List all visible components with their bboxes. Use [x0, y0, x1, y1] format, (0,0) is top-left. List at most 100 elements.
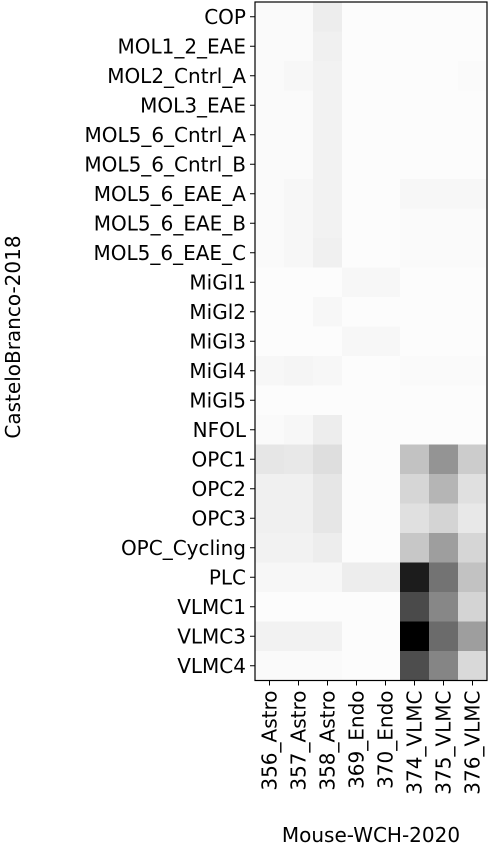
heatmap-cell [255, 31, 285, 62]
y-tick-label: NFOL [193, 418, 247, 442]
heatmap-cell [371, 503, 401, 534]
heatmap-cell [429, 562, 459, 593]
heatmap-cells [255, 2, 488, 681]
heatmap-cell [313, 444, 343, 475]
x-tick-label: 375_VLMC [432, 691, 456, 795]
heatmap-cell [313, 385, 343, 416]
y-tick-label: MOL5_6_EAE_C [93, 241, 246, 265]
y-tick-label: VLMC4 [177, 654, 246, 678]
y-tick-label: OPC_Cycling [121, 536, 246, 560]
heatmap-cell [342, 621, 372, 652]
heatmap-cell [400, 31, 430, 62]
heatmap-cell [284, 562, 314, 593]
heatmap-cell [284, 474, 314, 504]
heatmap-cell [255, 415, 285, 445]
y-tick-label: MOL5_6_Cntrl_B [84, 152, 246, 176]
y-tick-label: MOL1_2_EAE [117, 34, 246, 58]
x-tick-label: 370_Endo [374, 691, 398, 789]
heatmap-cell [371, 179, 401, 209]
heatmap-cell [342, 326, 372, 357]
heatmap-cell [371, 385, 401, 416]
heatmap-cell [284, 651, 314, 681]
x-tick-label: 357_Astro [287, 691, 311, 791]
heatmap-cell [284, 326, 314, 357]
heatmap-cell [371, 444, 401, 475]
heatmap-cell [342, 474, 372, 504]
heatmap-cell [458, 592, 488, 622]
heatmap-cell [313, 2, 343, 32]
y-axis: COP MOL1_2_EAE MOL2_Cntrl_A MOL3_EAE MOL5_6_… [84, 5, 255, 678]
heatmap-cell [284, 415, 314, 445]
heatmap-cell [255, 297, 285, 327]
y-tick-label: MiGl5 [189, 388, 246, 412]
heatmap-cell [342, 297, 372, 327]
heatmap-cell [429, 238, 459, 268]
heatmap-cell [400, 356, 430, 386]
heatmap-cell [255, 179, 285, 209]
heatmap-cell [342, 533, 372, 563]
y-tick-label: MOL5_6_EAE_A [94, 182, 247, 206]
heatmap-cell [458, 120, 488, 150]
heatmap-cell [313, 356, 343, 386]
heatmap-cell [371, 533, 401, 563]
heatmap-cell [342, 90, 372, 121]
heatmap-cell [458, 385, 488, 416]
heatmap-cell [342, 562, 372, 593]
heatmap-cell [342, 651, 372, 681]
heatmap-cell [429, 267, 459, 298]
heatmap-cell [458, 651, 488, 681]
heatmap-cell [255, 503, 285, 534]
heatmap-cell [400, 120, 430, 150]
heatmap-cell [371, 474, 401, 504]
heatmap-cell [342, 61, 372, 91]
heatmap-cell [371, 326, 401, 357]
heatmap-cell [400, 592, 430, 622]
heatmap-cell [255, 90, 285, 121]
heatmap-cell [313, 415, 343, 445]
heatmap-cell [371, 267, 401, 298]
y-tick-label: MOL5_6_EAE_B [94, 211, 246, 235]
heatmap-cell [255, 208, 285, 239]
heatmap-cell [371, 149, 401, 180]
heatmap-cell [458, 208, 488, 239]
heatmap-cell [255, 444, 285, 475]
heatmap-cell [400, 61, 430, 91]
heatmap-cell [458, 533, 488, 563]
heatmap-cell [400, 238, 430, 268]
y-tick-label: VLMC3 [177, 624, 246, 648]
x-tick-label: 358_Astro [316, 691, 340, 791]
heatmap-cell [458, 474, 488, 504]
heatmap-cell [371, 208, 401, 239]
heatmap-cell [313, 621, 343, 652]
heatmap-cell [400, 562, 430, 593]
heatmap-cell [313, 562, 343, 593]
heatmap-cell [458, 326, 488, 357]
heatmap-cell [429, 149, 459, 180]
y-axis-label: CasteloBranco-2018 [1, 235, 25, 438]
x-tick-label: 374_VLMC [403, 691, 427, 795]
heatmap-cell [284, 267, 314, 298]
heatmap-cell [342, 267, 372, 298]
heatmap-cell [313, 238, 343, 268]
heatmap-cell [255, 385, 285, 416]
heatmap-cell [400, 415, 430, 445]
heatmap-cell [400, 208, 430, 239]
x-tick-label: 369_Endo [345, 691, 369, 789]
heatmap-cell [429, 61, 459, 91]
heatmap-cell [284, 621, 314, 652]
heatmap-cell [313, 297, 343, 327]
heatmap-cell [400, 2, 430, 32]
heatmap-cell [255, 533, 285, 563]
heatmap-cell [400, 503, 430, 534]
heatmap-cell [371, 592, 401, 622]
y-tick-label: OPC3 [192, 506, 247, 530]
heatmap-cell [342, 385, 372, 416]
heatmap-cell [458, 149, 488, 180]
heatmap-cell [342, 356, 372, 386]
heatmap-cell [400, 326, 430, 357]
heatmap-cell [255, 651, 285, 681]
heatmap-cell [342, 2, 372, 32]
heatmap-cell [429, 120, 459, 150]
x-tick-label: 356_Astro [258, 691, 282, 791]
heatmap-cell [342, 503, 372, 534]
